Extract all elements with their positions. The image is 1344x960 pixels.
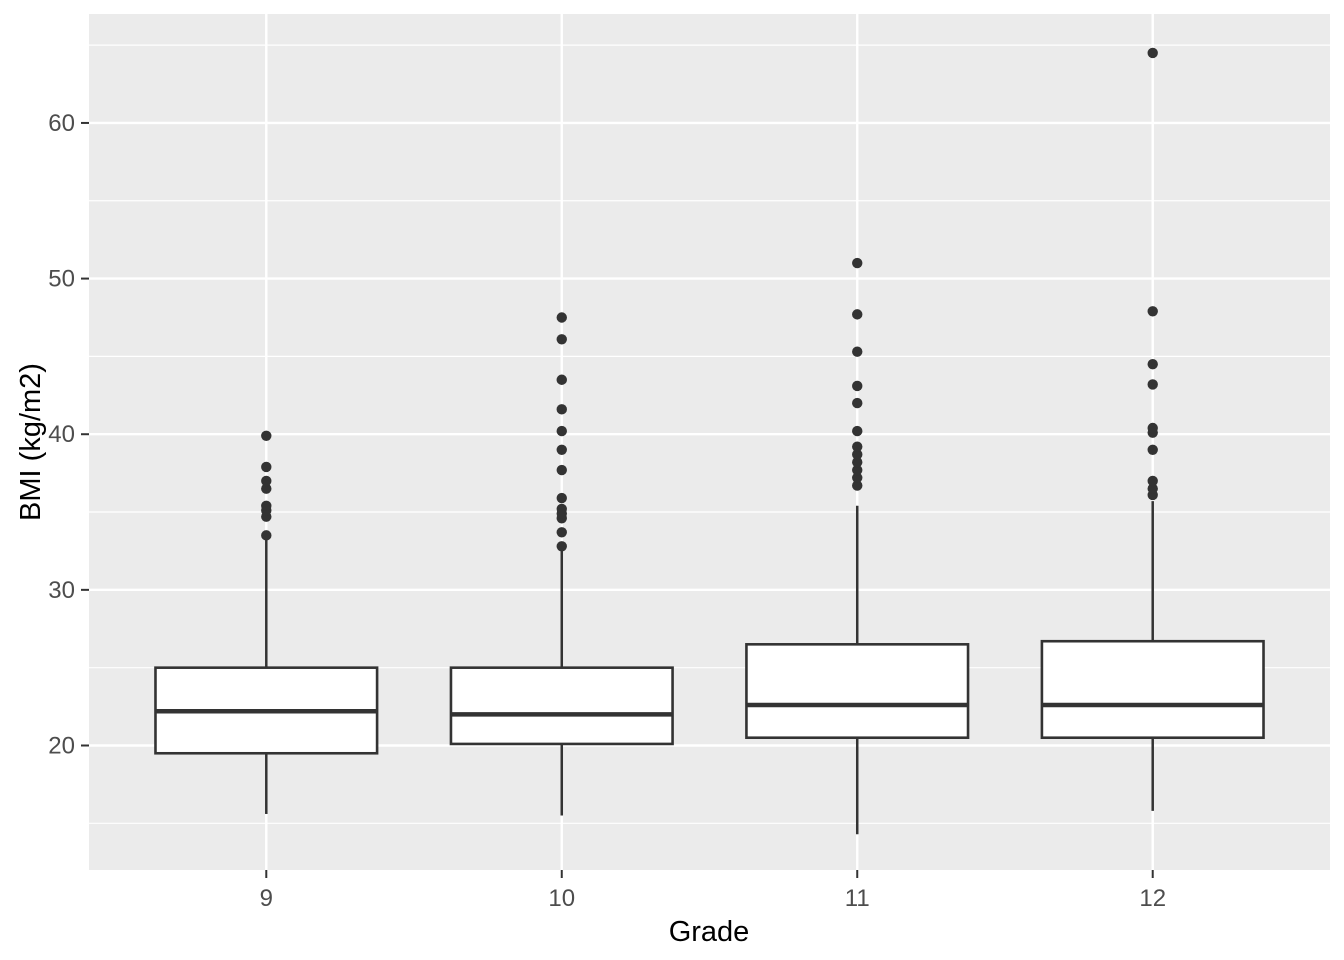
outlier-point <box>1147 358 1158 370</box>
x-tick-label: 9 <box>260 885 273 912</box>
outlier-point <box>261 475 272 487</box>
axes: 20 30 40 50 60 9 10 11 12 <box>48 110 1166 912</box>
y-tick-label: 20 <box>48 732 75 759</box>
outlier-point <box>1147 47 1158 59</box>
y-axis-title: BMI (kg/m2) <box>15 363 47 521</box>
outlier-point <box>852 464 863 476</box>
outlier-point <box>1147 483 1158 494</box>
y-tick-label: 60 <box>48 110 75 137</box>
outlier-point <box>261 430 272 441</box>
outlier-point <box>261 530 272 541</box>
outlier-point <box>1147 475 1158 487</box>
outlier-point <box>1147 306 1158 317</box>
outlier-point <box>556 334 567 345</box>
outlier-point <box>556 444 567 455</box>
outlier-point <box>852 380 863 392</box>
boxplot-grade-12 <box>1040 47 1265 811</box>
outlier-point <box>556 492 567 504</box>
outlier-point <box>852 257 863 269</box>
outlier-point <box>852 441 863 452</box>
outlier-point <box>556 541 567 552</box>
y-tick-label: 40 <box>48 421 75 448</box>
x-axis-title: Grade <box>669 916 750 948</box>
outlier-point <box>556 527 567 538</box>
outlier-point <box>852 480 863 491</box>
outlier-point <box>852 309 863 320</box>
outlier-point <box>556 404 567 415</box>
iqr-box <box>449 666 674 746</box>
boxplot-grade-9 <box>154 430 379 814</box>
outlier-point <box>852 397 863 409</box>
outlier-point <box>852 346 863 357</box>
iqr-box <box>1040 639 1265 740</box>
y-tick-label: 30 <box>48 577 75 604</box>
outlier-point <box>852 457 863 468</box>
outlier-point <box>556 374 567 385</box>
outlier-point <box>261 461 272 473</box>
iqr-box <box>745 643 970 740</box>
outlier-point <box>261 483 272 494</box>
outlier-point <box>852 425 863 437</box>
boxplot-grade-11 <box>745 257 970 835</box>
outlier-point <box>556 425 567 437</box>
outlier-point <box>852 449 863 460</box>
boxplots <box>154 47 1265 835</box>
outlier-point <box>556 464 567 476</box>
outlier-point <box>1147 379 1158 390</box>
outlier-point <box>852 472 863 483</box>
x-tick-label: 10 <box>548 885 575 912</box>
y-tick-label: 50 <box>48 266 75 293</box>
boxplot-grade-10 <box>449 312 674 816</box>
outlier-point <box>556 503 567 515</box>
outlier-point <box>1147 422 1158 434</box>
outlier-point <box>261 500 272 512</box>
outlier-point <box>556 312 567 323</box>
outlier-point <box>1147 444 1158 455</box>
x-tick-label: 12 <box>1139 885 1166 912</box>
x-tick-label: 11 <box>845 885 870 912</box>
